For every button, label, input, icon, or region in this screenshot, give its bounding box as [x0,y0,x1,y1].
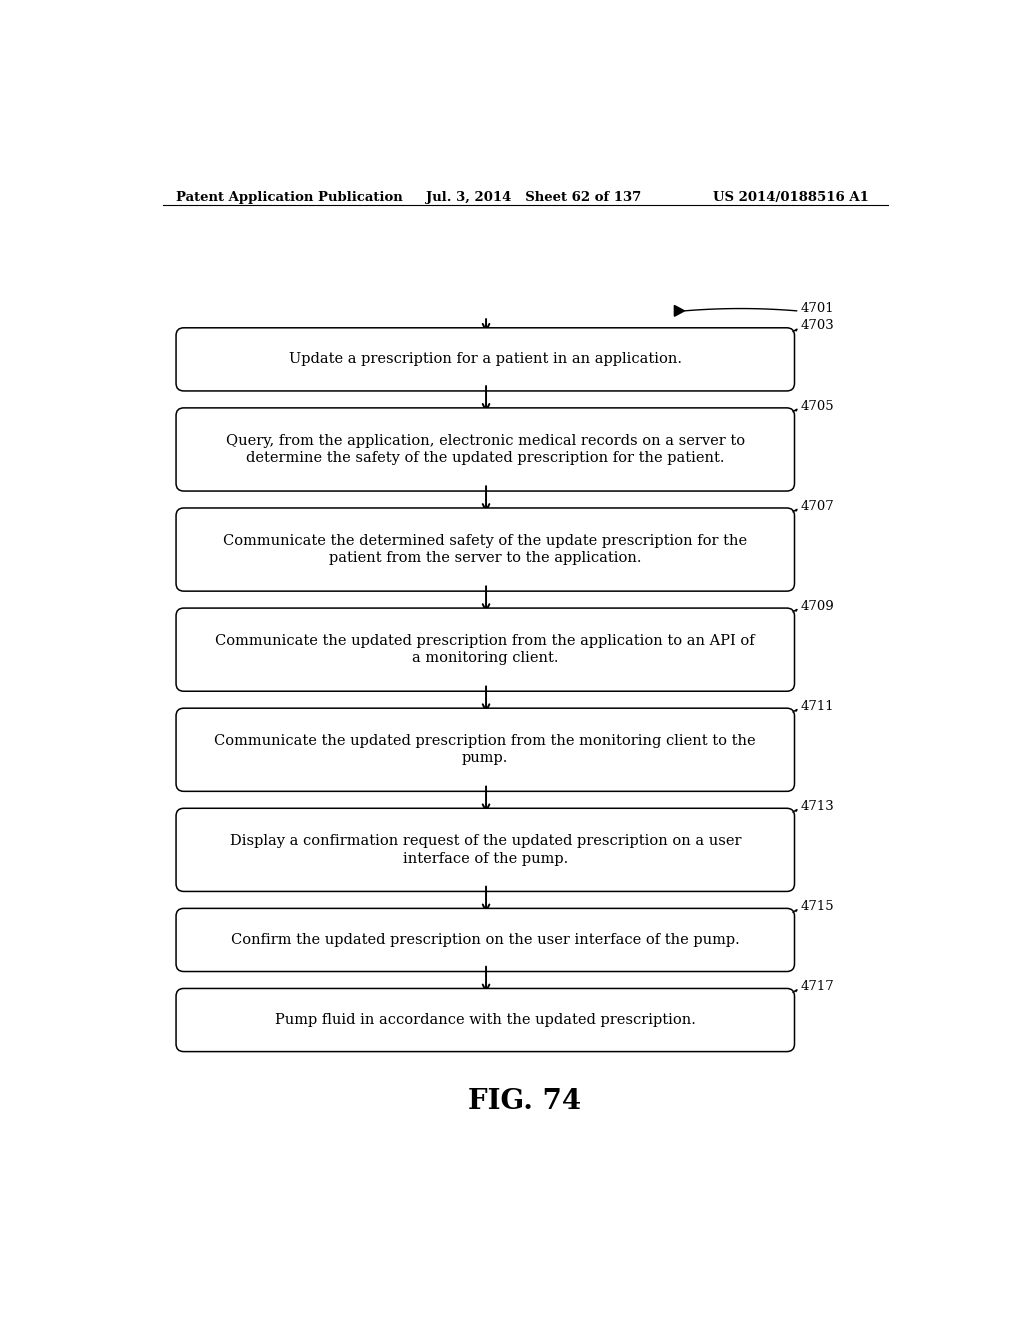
Text: determine the safety of the updated prescription for the patient.: determine the safety of the updated pres… [246,451,725,465]
FancyBboxPatch shape [176,808,795,891]
Text: Communicate the updated prescription from the monitoring client to the: Communicate the updated prescription fro… [214,734,756,748]
Text: 4711: 4711 [801,700,835,713]
Text: Confirm the updated prescription on the user interface of the pump.: Confirm the updated prescription on the … [230,933,739,946]
Text: Update a prescription for a patient in an application.: Update a prescription for a patient in a… [289,352,682,367]
FancyBboxPatch shape [176,989,795,1052]
Text: a monitoring client.: a monitoring client. [412,651,558,665]
Text: US 2014/0188516 A1: US 2014/0188516 A1 [713,191,869,203]
Text: patient from the server to the application.: patient from the server to the applicati… [329,552,641,565]
Text: 4709: 4709 [801,599,835,612]
Text: Patent Application Publication: Patent Application Publication [176,191,402,203]
Text: 4707: 4707 [801,499,835,512]
Text: Pump fluid in accordance with the updated prescription.: Pump fluid in accordance with the update… [274,1012,695,1027]
Text: 4705: 4705 [801,400,835,413]
Text: pump.: pump. [462,751,509,766]
FancyBboxPatch shape [176,408,795,491]
Text: interface of the pump.: interface of the pump. [402,851,568,866]
Text: Communicate the determined safety of the update prescription for the: Communicate the determined safety of the… [223,533,748,548]
FancyBboxPatch shape [176,708,795,791]
Text: Display a confirmation request of the updated prescription on a user: Display a confirmation request of the up… [229,834,741,849]
Text: Query, from the application, electronic medical records on a server to: Query, from the application, electronic … [225,434,744,447]
FancyBboxPatch shape [176,908,795,972]
FancyBboxPatch shape [176,609,795,692]
Text: 4715: 4715 [801,900,835,913]
Text: 4703: 4703 [801,319,835,333]
Text: FIG. 74: FIG. 74 [468,1088,582,1115]
Text: 4713: 4713 [801,800,835,813]
FancyBboxPatch shape [176,327,795,391]
Text: 4717: 4717 [801,979,835,993]
Text: Communicate the updated prescription from the application to an API of: Communicate the updated prescription fro… [215,634,755,648]
FancyBboxPatch shape [176,508,795,591]
Text: Jul. 3, 2014   Sheet 62 of 137: Jul. 3, 2014 Sheet 62 of 137 [426,191,642,203]
Polygon shape [675,305,684,317]
Text: 4701: 4701 [801,302,835,315]
